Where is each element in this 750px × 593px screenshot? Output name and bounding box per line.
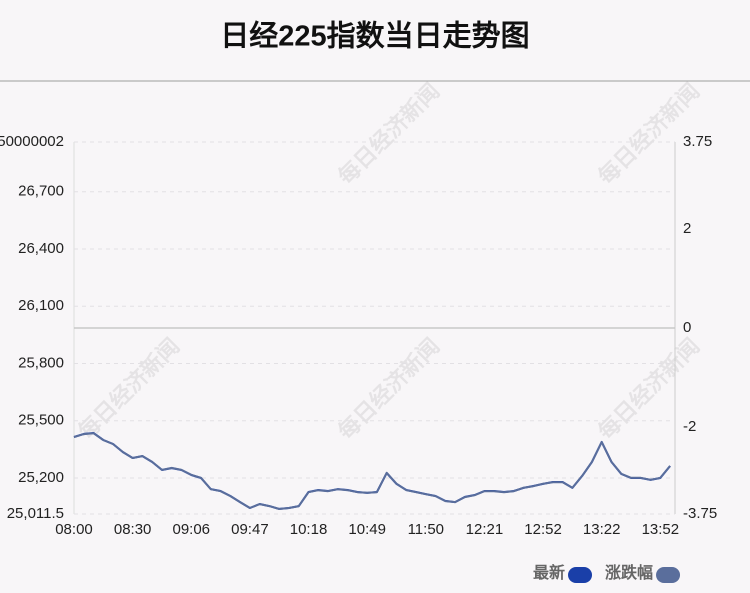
y2-tick-label: 0 [683, 319, 691, 336]
y-tick-label: 26,960.450000002 [0, 133, 64, 150]
y2-tick-label: 3.75 [683, 133, 712, 150]
series-line [73, 432, 671, 510]
chart-title: 日经225指数当日走势图 [220, 19, 529, 53]
y-tick-label: 26,700 [18, 183, 64, 200]
legend-swatch [656, 567, 681, 583]
y-tick-label: 25,500 [18, 412, 64, 429]
x-tick-label: 13:22 [583, 521, 621, 538]
x-tick-label: 09:06 [172, 521, 210, 538]
x-tick-label: 13:52 [642, 521, 680, 538]
x-tick-label: 08:00 [55, 521, 93, 538]
y-tick-label: 25,200 [18, 469, 64, 486]
watermark: 每日经济新闻 [73, 333, 184, 444]
x-tick-label: 11:50 [408, 521, 444, 538]
y2-tick-label: 2 [683, 220, 691, 237]
series-line [73, 432, 671, 510]
y-tick-label: 26,400 [18, 240, 64, 257]
legend-label: 最新 [533, 563, 565, 582]
x-tick-label: 08:30 [114, 521, 152, 538]
x-tick-label: 10:18 [290, 521, 328, 538]
x-tick-label: 09:47 [231, 521, 269, 538]
x-tick-label: 10:49 [348, 521, 386, 538]
watermark: 每日经济新闻 [333, 78, 444, 189]
legend-swatch [568, 567, 593, 583]
x-tick-label: 12:52 [524, 521, 562, 538]
y2-tick-label: -3.75 [683, 505, 717, 522]
watermark: 每日经济新闻 [333, 333, 444, 444]
y-tick-label: 26,100 [18, 297, 64, 314]
y-tick-label: 25,011.5 [7, 505, 64, 522]
legend-label: 涨跌幅 [605, 563, 653, 582]
y2-tick-label: -2 [683, 418, 696, 435]
x-tick-label: 12:21 [466, 521, 504, 538]
y-tick-label: 25,800 [18, 354, 64, 371]
